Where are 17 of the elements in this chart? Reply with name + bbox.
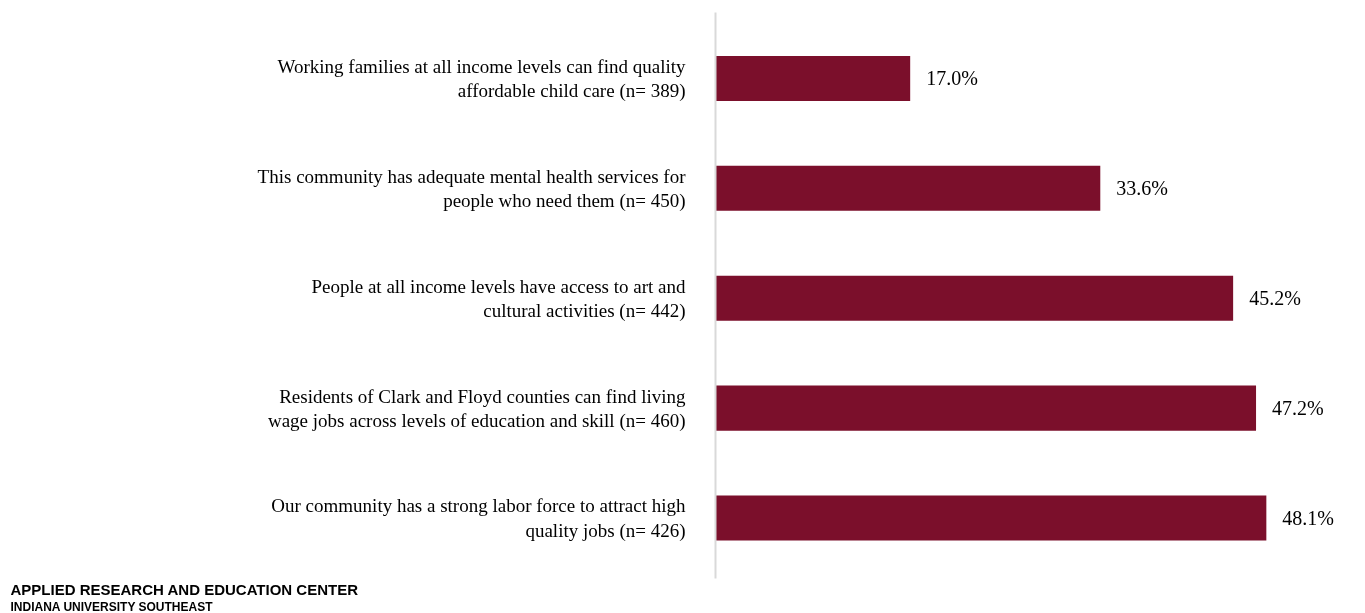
text: APPLIED RESEARCH AND EDUCATION CENTER xyxy=(10,580,359,598)
data-label: 45.2% xyxy=(1249,287,1301,310)
bar xyxy=(715,275,1234,321)
data-label: 48.1% xyxy=(1282,507,1335,530)
y-tick-label: Residents of Clark and Floyd counties can find living wage jobs across levels of education and skill (n= 460) xyxy=(267,385,686,432)
y-tick-label: Our community has a strong labor force to attract high quality jobs (n= 426) xyxy=(271,495,686,542)
data-label: 33.6% xyxy=(1116,177,1168,200)
text: INDIANA UNIVERSITY SOUTHEAST xyxy=(10,599,214,613)
bar xyxy=(715,495,1267,541)
bar xyxy=(715,165,1101,211)
y-tick-label: This community has adequate mental health services for people who need them (n= 450) xyxy=(257,165,687,212)
data-label: 47.2% xyxy=(1272,397,1324,420)
data-label: 17.0% xyxy=(926,67,978,90)
bar xyxy=(715,385,1257,431)
y-tick-label: Working families at all income levels can find quality affordable child care (n= 389) xyxy=(277,55,686,103)
y-tick-label: People at all income levels have access to art and cultural activities (n= 442) xyxy=(311,275,686,322)
bar xyxy=(715,55,911,101)
